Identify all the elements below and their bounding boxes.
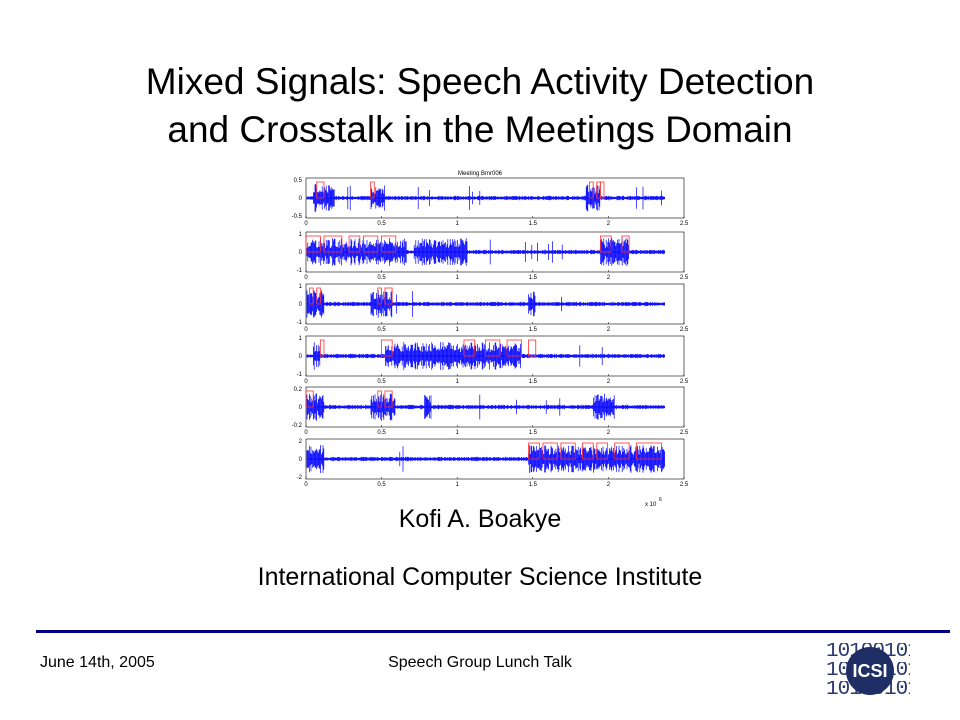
x-tick-label: 1.5 [529, 379, 538, 385]
speech-mark [528, 442, 540, 460]
x-tick-label: 0.5 [377, 327, 386, 333]
speech-mark [377, 287, 382, 305]
x-tick-label: 1.5 [529, 430, 538, 436]
x-tick-label: 0 [304, 379, 308, 385]
y-tick-label: 0 [299, 302, 303, 308]
speech-mark [582, 442, 594, 460]
speech-mark [599, 235, 612, 253]
speech-mark [309, 287, 314, 305]
y-tick-label: 1 [299, 232, 303, 238]
title-line-2: and Crosstalk in the Meetings Domain [167, 109, 793, 150]
title-line-1: Mixed Signals: Speech Activity Detection [145, 61, 815, 102]
speech-mark [319, 339, 325, 357]
y-tick-label: 0 [299, 250, 303, 256]
x-tick-label: 0 [304, 221, 308, 227]
y-tick-label: -1 [297, 320, 303, 326]
slide-title: Mixed Signals: Speech Activity Detection… [0, 58, 960, 154]
speech-mark [596, 442, 608, 460]
speech-mark [363, 235, 379, 253]
x-tick-label: 2.5 [680, 221, 689, 227]
y-tick-label: 1 [299, 284, 303, 290]
x-tick-label: 1.5 [529, 221, 538, 227]
footer-date: June 14th, 2005 [40, 654, 155, 671]
speech-mark [384, 390, 393, 408]
speech-mark [377, 390, 382, 408]
footer-talk-title: Speech Group Lunch Talk [388, 654, 572, 671]
x-tick-label: 1 [456, 379, 460, 385]
x-tick-label: 1 [456, 275, 460, 281]
x-tick-label: 2 [607, 221, 611, 227]
x-tick-label: 0 [304, 327, 308, 333]
speech-mark [380, 235, 397, 253]
x-tick-label: 1.5 [529, 275, 538, 281]
speech-mark [348, 235, 361, 253]
x-tick-label: 2.5 [680, 379, 689, 385]
x-tick-label: 0 [304, 482, 308, 488]
x-tick-label: 2.5 [680, 430, 689, 436]
x-tick-label: 1 [456, 327, 460, 333]
y-tick-label: 2 [299, 439, 303, 445]
speech-mark [528, 339, 537, 357]
speech-mark [316, 287, 321, 305]
x-tick-label: 0 [304, 275, 308, 281]
y-tick-label: -1 [297, 372, 303, 378]
x-tick-label: 2 [607, 482, 611, 488]
speech-mark [305, 235, 321, 253]
speech-mark [589, 181, 594, 199]
y-tick-label: -1 [297, 268, 303, 274]
y-tick-label: 1 [299, 336, 303, 342]
x-tick-label: 2 [607, 379, 611, 385]
x-tick-label: 2.5 [680, 482, 689, 488]
speech-mark [560, 442, 576, 460]
x-tick-label: 2 [607, 430, 611, 436]
y-tick-label: -0.5 [292, 214, 303, 220]
speech-mark [506, 339, 522, 357]
icsi-logo: 10100101 10100101 10100101 ICSI [826, 643, 910, 699]
speech-mark [463, 339, 476, 357]
speech-mark [305, 390, 314, 408]
x-tick-label: 0.5 [377, 379, 386, 385]
speech-mark [316, 181, 325, 199]
footer-divider [36, 630, 950, 633]
x-exponent-power: 6 [659, 497, 662, 503]
x-tick-label: 1.5 [529, 482, 538, 488]
x-tick-label: 0.5 [377, 430, 386, 436]
figure-title: Meeting Bmr006 [458, 171, 503, 177]
y-tick-label: 0 [299, 457, 303, 463]
speech-mark [370, 181, 375, 199]
speech-mark [635, 442, 662, 460]
y-tick-label: 0.2 [294, 387, 303, 393]
x-tick-label: 0.5 [377, 275, 386, 281]
author-name: Kofi A. Boakye [398, 505, 562, 533]
speech-mark [542, 442, 558, 460]
x-tick-label: 2.5 [680, 327, 689, 333]
x-tick-label: 2.5 [680, 275, 689, 281]
y-tick-label: 0 [299, 196, 303, 202]
speech-mark [323, 235, 343, 253]
x-tick-label: 2 [607, 327, 611, 333]
x-tick-label: 1 [456, 482, 460, 488]
speech-mark [599, 181, 605, 199]
x-tick-label: 1.5 [529, 327, 538, 333]
x-exponent-label: x 10 [645, 502, 657, 508]
x-tick-label: 0.5 [377, 482, 386, 488]
x-tick-label: 0.5 [377, 221, 386, 227]
speech-mark [485, 339, 501, 357]
y-tick-label: -2 [297, 475, 303, 481]
y-tick-label: 0 [299, 354, 303, 360]
speech-mark [621, 235, 630, 253]
speech-mark [384, 287, 393, 305]
x-tick-label: 2 [607, 275, 611, 281]
x-tick-label: 0 [304, 430, 308, 436]
institution-name: International Computer Science Institute [257, 563, 703, 591]
speech-mark [614, 442, 630, 460]
y-tick-label: 0.5 [294, 178, 303, 184]
x-tick-label: 1 [456, 430, 460, 436]
speech-mark [380, 339, 393, 357]
x-tick-label: 1 [456, 221, 460, 227]
logo-circle: ICSI [846, 647, 894, 695]
y-tick-label: 0 [299, 405, 303, 411]
y-tick-label: -0.2 [292, 423, 303, 429]
